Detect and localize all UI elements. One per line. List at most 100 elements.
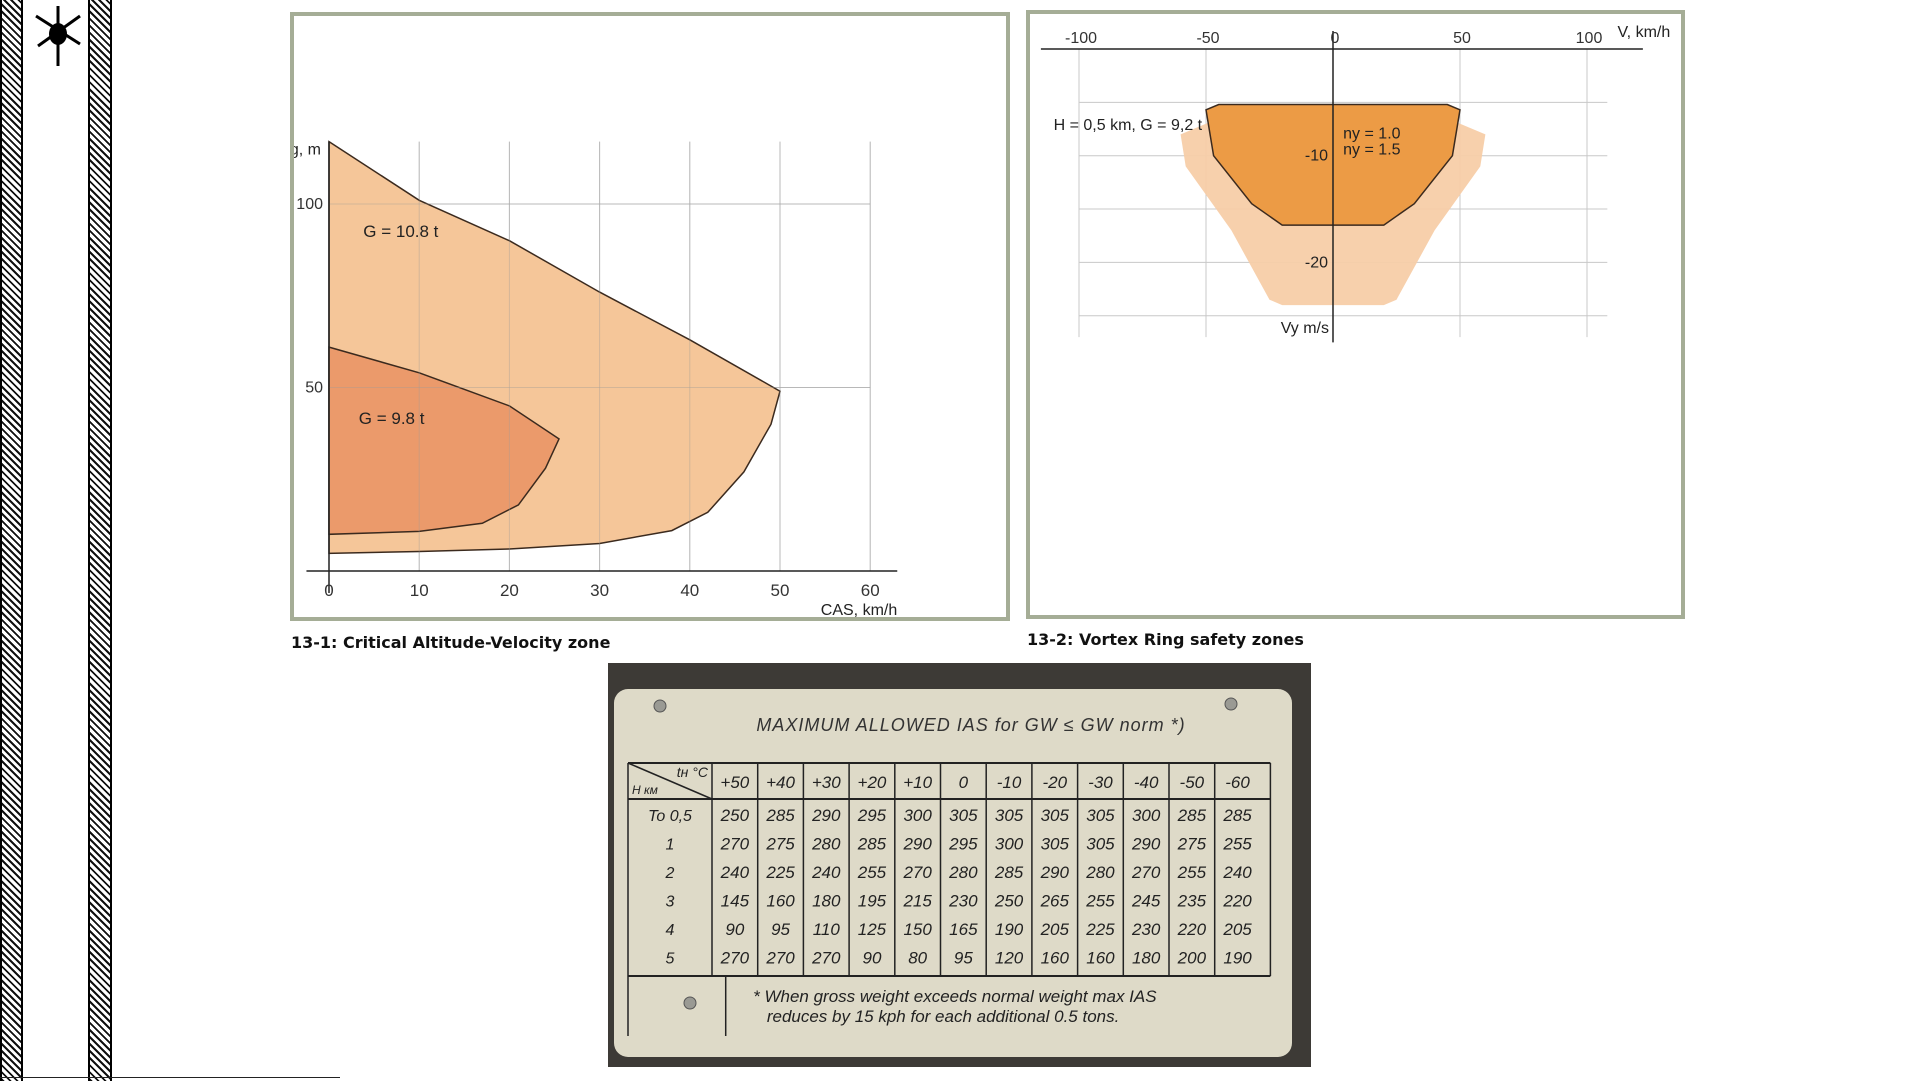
column-header-2: +30 xyxy=(812,773,841,792)
cell-2-11: 240 xyxy=(1222,863,1252,882)
cell-4-5: 165 xyxy=(949,920,978,939)
cell-3-10: 235 xyxy=(1177,892,1207,911)
cell-1-10: 275 xyxy=(1177,835,1207,854)
right-hatched-border xyxy=(88,0,112,1081)
y-axis-title: Vy m/s xyxy=(1281,320,1329,337)
series-g98-area xyxy=(328,346,560,536)
cell-2-10: 255 xyxy=(1177,863,1207,882)
cell-2-8: 280 xyxy=(1085,863,1115,882)
cell-0-1: 285 xyxy=(765,806,795,825)
x-tick-label-0: 0 xyxy=(1331,30,1340,47)
y-tick-label-100: 100 xyxy=(296,196,323,213)
cell-5-1: 270 xyxy=(765,949,795,968)
cell-1-7: 305 xyxy=(1041,835,1070,854)
series-g108-label: G = 10.8 t xyxy=(363,222,438,241)
cell-1-2: 280 xyxy=(811,835,841,854)
cell-0-9: 300 xyxy=(1132,806,1161,825)
corner-top-label: tн °C xyxy=(677,764,709,780)
cell-3-3: 195 xyxy=(858,892,887,911)
column-header-1: +40 xyxy=(766,773,795,792)
cell-2-3: 255 xyxy=(857,863,887,882)
cell-3-2: 180 xyxy=(812,892,841,911)
altitude-velocity-chart-frame: 0 10 20 30 40 50 60 50 100 Hg, m CAS, km/h G = 10.8… xyxy=(278,12,1010,621)
cell-4-6: 190 xyxy=(995,920,1024,939)
cell-5-5: 95 xyxy=(954,949,973,968)
cell-4-9: 230 xyxy=(1131,920,1161,939)
series-g98-label: G = 9.8 t xyxy=(359,409,425,428)
left-hatched-border xyxy=(0,0,23,1081)
vortex-ring-chart: -100 -50 0 50 100 -10 -20 V, km/h Vy m/s H = 0,5 … xyxy=(1040,24,1670,343)
cell-4-0: 90 xyxy=(725,920,744,939)
helicopter-logo-icon xyxy=(35,6,81,66)
cell-1-1: 275 xyxy=(765,835,795,854)
cell-2-9: 270 xyxy=(1131,863,1161,882)
cell-3-6: 250 xyxy=(994,892,1024,911)
cell-4-11: 205 xyxy=(1222,920,1252,939)
cell-5-2: 270 xyxy=(811,949,841,968)
x-tick-label-100: 100 xyxy=(1576,30,1603,47)
cell-3-0: 145 xyxy=(721,892,750,911)
series-ny15-label: ny = 1.5 xyxy=(1343,142,1400,159)
column-header-10: -50 xyxy=(1180,773,1205,792)
x-tick-label-50: 50 xyxy=(771,581,790,600)
column-header-3: +20 xyxy=(858,773,887,792)
x-tick-label-50: 50 xyxy=(1453,30,1471,47)
placard-plate xyxy=(614,689,1292,1057)
cell-2-1: 225 xyxy=(765,863,795,882)
cell-0-6: 305 xyxy=(995,806,1024,825)
row-label-0: To 0,5 xyxy=(648,808,692,825)
x-tick-label-40: 40 xyxy=(680,581,699,600)
column-header-5: 0 xyxy=(959,773,969,792)
cell-2-7: 290 xyxy=(1040,863,1070,882)
cell-4-10: 220 xyxy=(1177,920,1207,939)
vortex-ring-caption: 13-2: Vortex Ring safety zones xyxy=(1027,630,1304,649)
column-header-0: +50 xyxy=(720,773,749,792)
cell-0-11: 285 xyxy=(1222,806,1252,825)
altitude-velocity-chart: 0 10 20 30 40 50 60 50 100 Hg, m CAS, km/h G = 10.8… xyxy=(278,140,898,619)
footnote-line-1: * When gross weight exceeds normal weigh… xyxy=(753,987,1157,1006)
x-tick-label--100: -100 xyxy=(1065,30,1097,47)
cell-2-2: 240 xyxy=(811,863,841,882)
cell-2-0: 240 xyxy=(720,863,750,882)
column-header-7: -20 xyxy=(1042,773,1067,792)
x-axis-title: V, km/h xyxy=(1617,24,1670,41)
row-label-5: 5 xyxy=(666,951,675,968)
column-header-6: -10 xyxy=(997,773,1022,792)
cell-3-1: 160 xyxy=(766,892,795,911)
cell-4-7: 205 xyxy=(1040,920,1070,939)
cell-1-3: 285 xyxy=(857,835,887,854)
corner-diagonal xyxy=(627,762,713,800)
x-tick-label--50: -50 xyxy=(1196,30,1219,47)
cell-1-8: 305 xyxy=(1086,835,1115,854)
row-label-3: 3 xyxy=(666,894,675,911)
cell-3-4: 215 xyxy=(902,892,932,911)
x-axis-title: CAS, km/h xyxy=(821,602,897,617)
screw-2 xyxy=(683,996,697,1010)
cell-0-8: 305 xyxy=(1086,806,1115,825)
cell-0-5: 305 xyxy=(949,806,978,825)
cell-3-9: 245 xyxy=(1131,892,1161,911)
x-tick-label-0: 0 xyxy=(324,581,333,600)
cell-5-3: 90 xyxy=(862,949,881,968)
cell-5-9: 180 xyxy=(1132,949,1161,968)
chart-annotation: H = 0,5 km, G = 9,2 t xyxy=(1054,117,1203,134)
x-tick-label-60: 60 xyxy=(861,581,880,600)
footnote-line-2: reduces by 15 kph for each additional 0.… xyxy=(767,1007,1120,1026)
altitude-velocity-caption: 13-1: Critical Altitude-Velocity zone xyxy=(291,633,611,652)
column-header-4: +10 xyxy=(903,773,932,792)
cell-3-11: 220 xyxy=(1222,892,1252,911)
ias-placard-photo: MAXIMUM ALLOWED IAS for GW ≤ GW norm *) t… xyxy=(608,663,1311,1067)
screw-1 xyxy=(1224,697,1238,711)
cell-0-0: 250 xyxy=(720,806,750,825)
column-header-8: -30 xyxy=(1088,773,1113,792)
x-tick-label-30: 30 xyxy=(590,581,609,600)
footer-rule xyxy=(0,1077,340,1078)
cell-0-3: 295 xyxy=(857,806,887,825)
cell-5-6: 120 xyxy=(995,949,1024,968)
y-tick-label-50: 50 xyxy=(305,380,323,397)
cell-5-8: 160 xyxy=(1086,949,1115,968)
cell-5-11: 190 xyxy=(1223,949,1252,968)
x-tick-label-20: 20 xyxy=(500,581,519,600)
column-header-9: -40 xyxy=(1134,773,1159,792)
cell-5-4: 80 xyxy=(908,949,927,968)
